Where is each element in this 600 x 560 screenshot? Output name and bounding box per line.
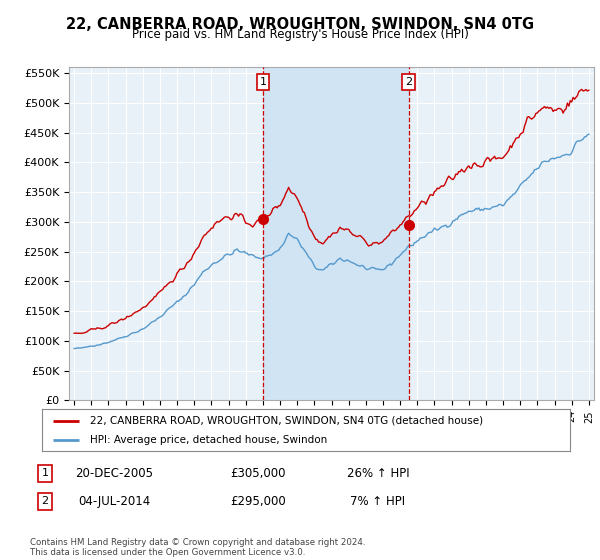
Text: Contains HM Land Registry data © Crown copyright and database right 2024.
This d: Contains HM Land Registry data © Crown c… [30,538,365,557]
Text: 1: 1 [41,468,49,478]
Text: 26% ↑ HPI: 26% ↑ HPI [347,466,409,480]
Text: 22, CANBERRA ROAD, WROUGHTON, SWINDON, SN4 0TG: 22, CANBERRA ROAD, WROUGHTON, SWINDON, S… [66,17,534,32]
Text: 2: 2 [405,77,412,87]
Text: £295,000: £295,000 [230,494,286,508]
Text: Price paid vs. HM Land Registry's House Price Index (HPI): Price paid vs. HM Land Registry's House … [131,28,469,41]
Text: HPI: Average price, detached house, Swindon: HPI: Average price, detached house, Swin… [89,435,327,445]
Text: 7% ↑ HPI: 7% ↑ HPI [350,494,406,508]
Text: 2: 2 [41,496,49,506]
Text: 20-DEC-2005: 20-DEC-2005 [75,466,153,480]
Text: 04-JUL-2014: 04-JUL-2014 [78,494,150,508]
Bar [263,67,409,400]
Text: 22, CANBERRA ROAD, WROUGHTON, SWINDON, SN4 0TG (detached house): 22, CANBERRA ROAD, WROUGHTON, SWINDON, S… [89,416,482,426]
Text: £305,000: £305,000 [230,466,286,480]
Text: 1: 1 [259,77,266,87]
